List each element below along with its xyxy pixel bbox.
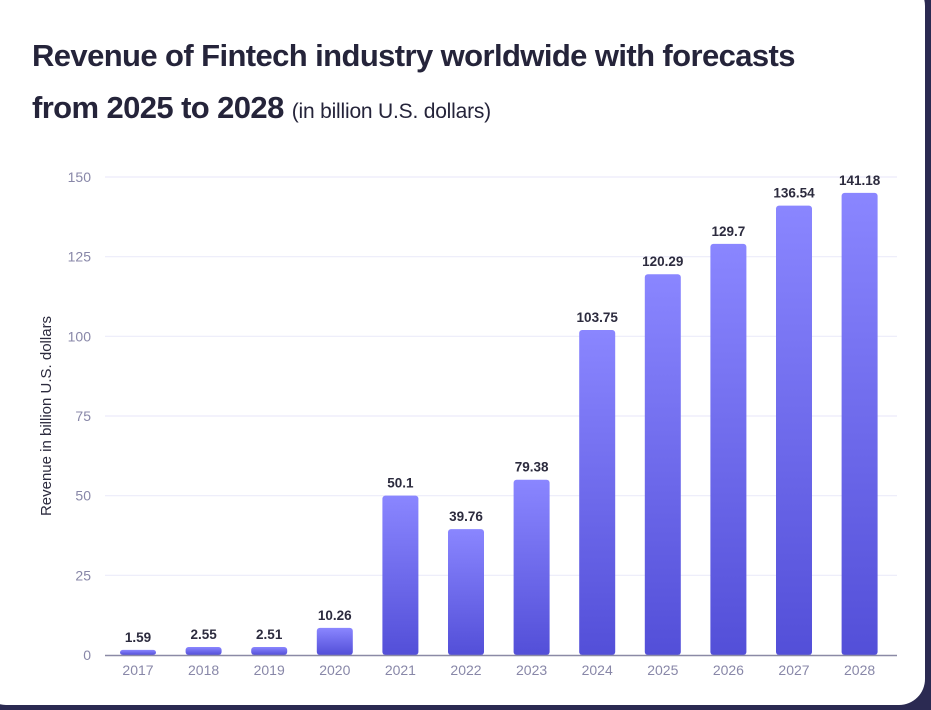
x-axis-ticks: 2017 2018 2019 2020 2021 2022 2023 2024 2025 2026… [122, 662, 875, 678]
x-tick-label: 2025 [647, 662, 678, 678]
chart-title-years: from 2025 to 2028 [32, 90, 284, 125]
data-label-2019: 2.51 [256, 627, 283, 642]
data-labels: 1.59 2.55 2.51 10.26 50.1 39.76 79.38 103.75 120… [125, 173, 881, 645]
data-label-2018: 2.55 [190, 627, 217, 642]
y-axis-label: Revenue in billion U.S. dollars [38, 316, 55, 516]
y-tick-label: 150 [68, 169, 92, 185]
x-tick-label: 2021 [385, 662, 416, 678]
bar-2025[interactable] [644, 274, 681, 655]
bar-2017[interactable] [120, 649, 156, 655]
data-label-2025: 120.29 [642, 254, 683, 269]
data-label-2023: 79.38 [515, 460, 549, 475]
bar-2024[interactable] [579, 329, 616, 655]
bars [120, 192, 878, 656]
bar-2021[interactable] [382, 495, 419, 655]
data-label-2017: 1.59 [125, 630, 151, 645]
x-tick-label: 2020 [319, 662, 350, 678]
y-tick-label: 50 [75, 488, 91, 504]
data-label-2021: 50.1 [387, 476, 414, 491]
chart-title-block: Revenue of Fintech industry worldwide wi… [32, 30, 912, 138]
x-tick-label: 2026 [713, 662, 744, 678]
y-tick-label: 0 [83, 647, 91, 663]
y-axis-ticks: 0 25 50 75 100 125 150 [68, 169, 92, 663]
data-label-2022: 39.76 [449, 509, 483, 524]
x-tick-label: 2022 [450, 662, 481, 678]
y-tick-label: 75 [75, 408, 91, 424]
x-tick-label: 2018 [188, 662, 219, 678]
x-tick-label: 2027 [778, 662, 809, 678]
x-tick-label: 2024 [582, 662, 613, 678]
chart-title-line2: from 2025 to 2028 (in billion U.S. dolla… [32, 82, 912, 138]
bar-2019[interactable] [251, 647, 288, 655]
x-tick-label: 2023 [516, 662, 547, 678]
x-tick-label: 2019 [254, 662, 285, 678]
data-label-2020: 10.26 [318, 608, 352, 623]
chart-subtitle: (in billion U.S. dollars) [291, 100, 491, 123]
bar-2028[interactable] [841, 192, 878, 655]
data-label-2024: 103.75 [577, 310, 619, 325]
chart-title: Revenue of Fintech industry worldwide wi… [32, 38, 795, 73]
data-label-2026: 129.7 [712, 224, 746, 239]
bar-2026[interactable] [710, 243, 747, 656]
x-tick-label: 2028 [844, 662, 875, 678]
bar-2022[interactable] [448, 529, 484, 655]
y-tick-label: 125 [68, 249, 92, 265]
bar-2020[interactable] [316, 627, 353, 655]
x-tick-label: 2017 [122, 662, 153, 678]
gridlines [105, 176, 897, 576]
bar-2027[interactable] [776, 205, 812, 655]
data-label-2027: 136.54 [773, 186, 815, 201]
bar-2023[interactable] [513, 479, 550, 655]
y-tick-label: 25 [75, 567, 91, 583]
data-label-2028: 141.18 [839, 173, 881, 188]
y-tick-label: 100 [68, 328, 92, 344]
bar-2018[interactable] [185, 647, 222, 655]
